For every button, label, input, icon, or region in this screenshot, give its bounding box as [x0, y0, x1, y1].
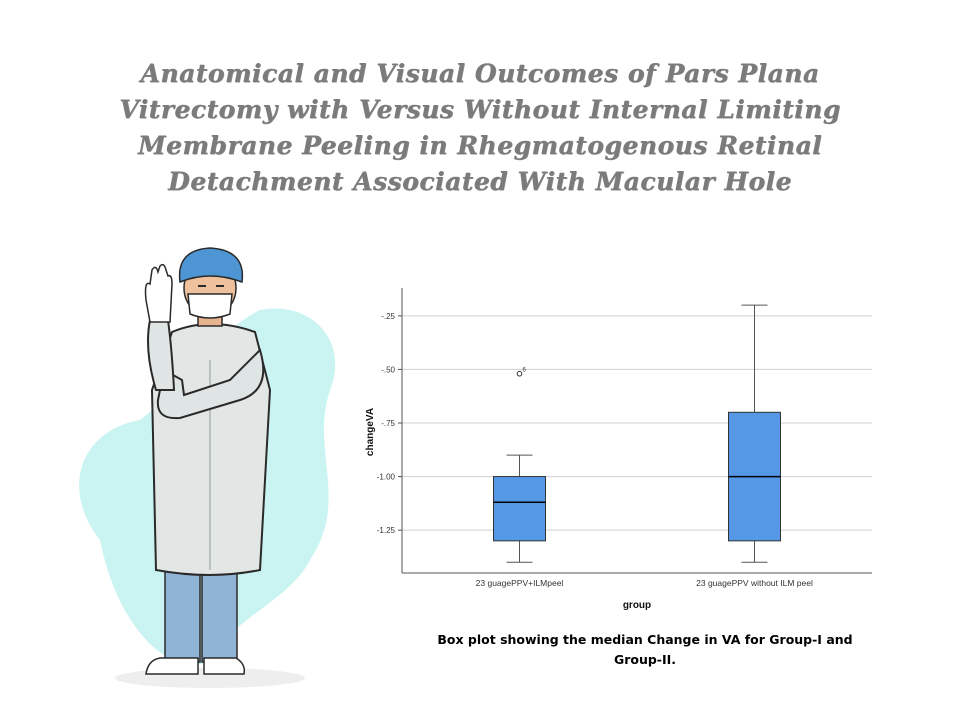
face-mask — [187, 293, 233, 319]
gloved-hand — [144, 263, 173, 323]
leg-left — [164, 559, 201, 663]
x-tick-label: 23 guagePPV without ILM peel — [696, 578, 813, 588]
x-tick-labels: 23 guagePPV+ILMpeel 23 guagePPV without I… — [476, 578, 813, 588]
gridlines — [402, 315, 872, 531]
arm-raised — [147, 319, 176, 391]
y-tick-label: -1.25 — [377, 526, 396, 535]
x-axis-label: group — [623, 600, 651, 611]
figure-caption: Box plot showing the median Change in VA… — [437, 632, 853, 667]
box-plot-chart: -.25 -.50 -.75 -1.00 -1.25 6 23 guagePPV+ILM… — [365, 288, 872, 611]
outlier-point — [516, 370, 523, 377]
x-tick-label: 23 guagePPV+ILMpeel — [476, 578, 564, 588]
y-tick-label: -.75 — [381, 419, 395, 428]
shoe-left — [145, 657, 199, 675]
y-axis-label: changeVA — [365, 408, 376, 456]
outlier-label: 6 — [523, 368, 527, 374]
y-tick-label: -.25 — [381, 312, 395, 321]
y-tick-label: -1.00 — [377, 473, 396, 482]
boxes: 6 — [493, 304, 781, 563]
y-tick-label: -.50 — [381, 365, 395, 374]
box-group: 6 — [493, 368, 546, 563]
shoe-right — [203, 657, 246, 675]
box-group — [728, 304, 781, 563]
surgical-cap — [178, 247, 244, 284]
surgeon-with-gloves-icon — [79, 247, 336, 688]
box-iqr — [493, 476, 546, 542]
slide-title: Anatomical and Visual Outcomes of Pars P… — [119, 59, 841, 196]
y-tick-labels: -.25 -.50 -.75 -1.00 -1.25 — [377, 312, 402, 535]
